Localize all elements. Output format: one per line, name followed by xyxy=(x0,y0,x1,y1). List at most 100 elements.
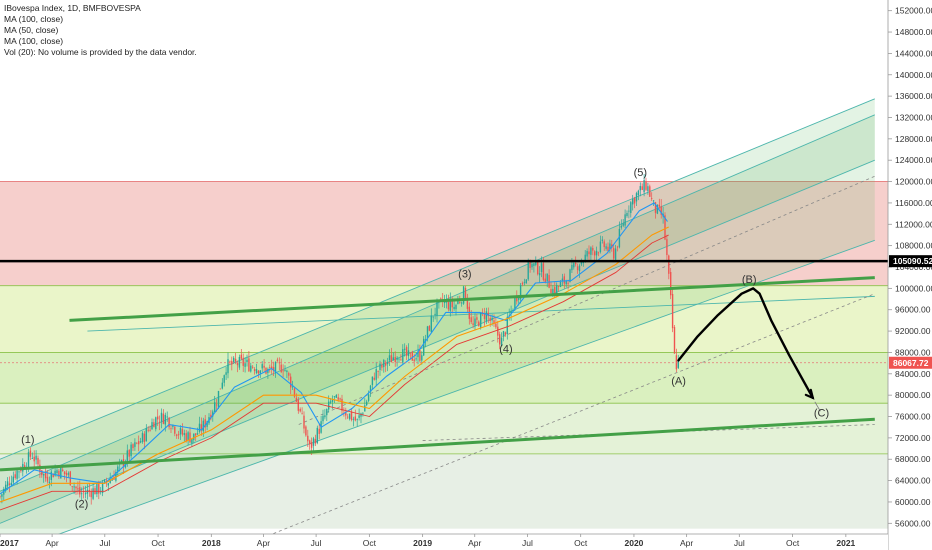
candle-body xyxy=(179,427,182,435)
candle xyxy=(521,281,524,287)
candle xyxy=(147,426,149,433)
y-tick-label: 84000.00 xyxy=(895,369,931,379)
candle xyxy=(284,365,286,372)
candle-body xyxy=(322,415,324,422)
candle-body xyxy=(390,355,393,363)
candle-body xyxy=(375,369,377,380)
candle xyxy=(601,236,603,244)
candle xyxy=(499,331,501,350)
candle-body xyxy=(305,426,307,436)
candle xyxy=(379,360,381,376)
candle xyxy=(115,469,117,483)
candle-body xyxy=(413,359,415,362)
candle xyxy=(60,466,62,479)
candle xyxy=(246,354,248,367)
price-badge-label: 86067.72 xyxy=(893,358,929,368)
candle-body xyxy=(428,325,431,331)
candle-body xyxy=(141,433,144,442)
candle-body xyxy=(1,494,3,497)
x-tick-label: Jul xyxy=(522,538,533,548)
candle-body xyxy=(609,243,611,249)
candle xyxy=(605,243,607,251)
candle-body xyxy=(198,423,201,432)
candle xyxy=(303,411,305,434)
candle-body xyxy=(301,413,303,415)
candle-body xyxy=(580,261,583,265)
candle-body xyxy=(586,250,588,257)
candle xyxy=(5,481,7,493)
candle-body xyxy=(187,432,189,440)
candle-body xyxy=(326,409,328,416)
candle xyxy=(223,374,225,387)
candle xyxy=(656,204,659,215)
candle-body xyxy=(645,181,647,190)
candle xyxy=(356,418,358,427)
candle-body xyxy=(35,455,37,460)
candle-body xyxy=(200,424,203,431)
channel-inner-band xyxy=(0,114,875,524)
candle-body xyxy=(550,289,552,294)
candle-body xyxy=(633,197,636,204)
candle xyxy=(436,298,438,323)
candle-body xyxy=(172,425,174,427)
candle-body xyxy=(575,262,577,265)
candle-body xyxy=(402,349,404,363)
candle xyxy=(417,344,419,365)
candle-body xyxy=(594,251,596,256)
candle-body xyxy=(206,421,208,427)
candle xyxy=(622,219,624,228)
candle xyxy=(157,409,159,426)
candle-body xyxy=(652,200,655,202)
candle-body xyxy=(240,354,242,359)
candle-body xyxy=(136,442,138,444)
candle xyxy=(189,426,191,443)
wave-label: (3) xyxy=(458,269,471,281)
candle xyxy=(174,425,176,437)
candle-body xyxy=(31,458,33,459)
candle-body xyxy=(293,388,296,397)
y-tick-label: 148000.00 xyxy=(895,27,932,37)
candle xyxy=(198,416,201,434)
candle xyxy=(67,471,70,478)
candle-body xyxy=(337,397,339,400)
candle xyxy=(6,477,9,491)
candle-body xyxy=(464,287,467,300)
candle xyxy=(671,289,674,333)
candle-body xyxy=(18,471,20,473)
candle-body xyxy=(537,262,539,275)
candle-body xyxy=(130,444,132,457)
candle xyxy=(613,244,615,262)
candle xyxy=(48,476,51,489)
candle-body xyxy=(434,313,436,316)
candle-body xyxy=(457,300,459,304)
legend-title: IBovespa Index, 1D, BMFBOVESPA xyxy=(4,3,141,13)
wave-label: (2) xyxy=(75,498,88,510)
wave-label: (C) xyxy=(814,408,829,420)
candle xyxy=(214,395,216,413)
candle-body xyxy=(147,429,149,431)
candle xyxy=(641,183,643,191)
candle-body xyxy=(297,399,299,411)
candle-body xyxy=(592,247,594,251)
candle-body xyxy=(177,434,180,436)
candle xyxy=(371,376,374,390)
wave-label: (1) xyxy=(21,434,34,446)
candle xyxy=(632,194,634,211)
candle xyxy=(326,408,328,421)
candle xyxy=(65,470,68,483)
candle xyxy=(282,364,284,378)
candle-body xyxy=(44,472,47,479)
candle-body xyxy=(567,282,569,284)
candle-body xyxy=(115,471,117,481)
candle-body xyxy=(516,296,518,302)
candle-body xyxy=(367,394,370,401)
y-tick-label: 152000.00 xyxy=(895,6,932,16)
candle-body xyxy=(354,416,356,421)
candle-body xyxy=(181,429,184,435)
candle xyxy=(635,191,638,206)
candle xyxy=(626,210,628,218)
zone-green-zone-1 xyxy=(0,285,888,353)
candle xyxy=(179,425,182,440)
candle-body xyxy=(126,450,128,462)
